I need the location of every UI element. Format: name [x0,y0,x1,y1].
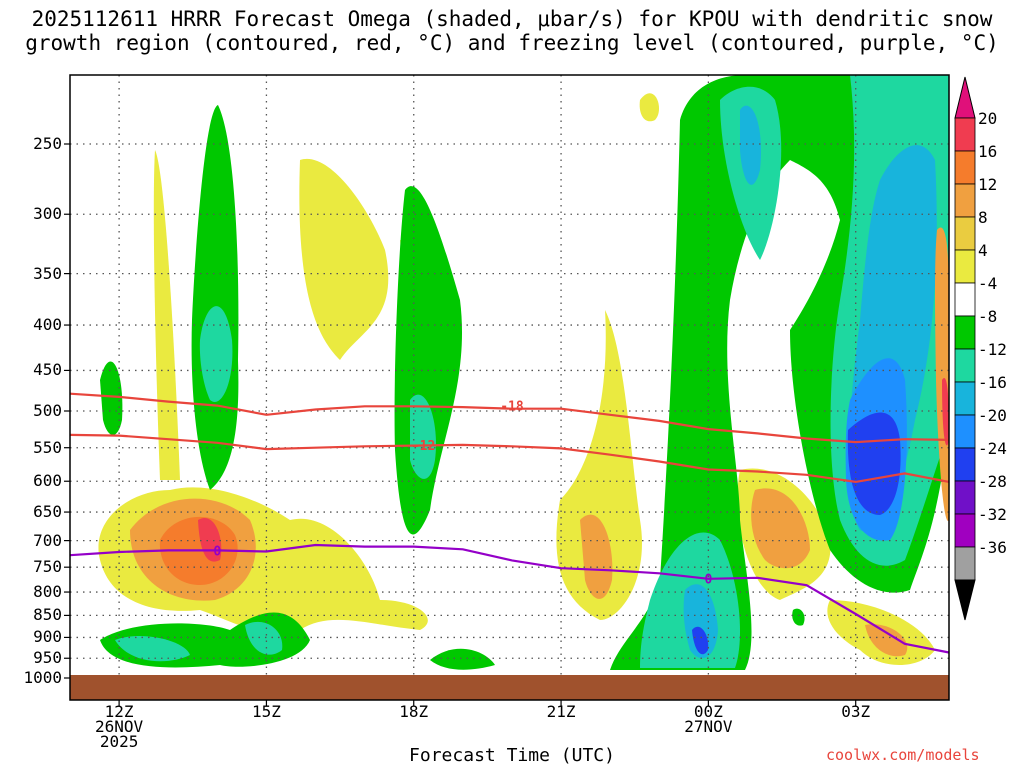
temperature-contours: -18 -12 0 0 [69,392,950,654]
watermark: coolwx.com/models [826,746,980,764]
omega-blob [865,624,908,657]
contour-label: -12 [412,439,435,454]
y-tick-label: 250 [33,134,62,153]
colorbar-swatch [954,183,976,218]
colorbar-tick-label: -12 [978,340,1007,359]
colorbar-tick-label: -16 [978,373,1007,392]
colorbar-swatch [954,513,976,548]
x-tick-label: 12Z [104,702,134,721]
omega-blob [580,514,613,599]
x-tick-sublabel: 27NOV [684,717,733,736]
dgz-upper-contour [69,392,950,444]
y-tick-label: 900 [33,627,62,647]
omega-blob [191,105,239,490]
contour-label: -18 [500,400,524,415]
omega-blob [410,394,436,479]
omega-blob [639,93,660,122]
y-tick-label: 950 [33,648,62,668]
colorbar-swatch [954,480,976,515]
omega-blob [115,635,190,662]
chart-title-line2: growth region (contoured, red, °C) and f… [25,31,999,55]
y-tick-label: 800 [33,582,62,602]
y-tick-label: 600 [33,471,62,491]
y-tick-label: 650 [33,502,62,522]
colorbar-tick-label: 4 [978,241,988,260]
x-tick-label: 18Z [399,702,429,721]
colorbar-tick-label: 20 [978,109,998,128]
omega-blob [935,227,949,521]
colorbar-swatch [954,348,976,383]
y-tick-label: 550 [33,437,62,457]
omega-blob [556,310,642,620]
plot-axes [64,74,950,706]
colorbar-swatch [954,282,976,317]
x-tick-label: 03Z [841,702,871,721]
omega-blob [692,626,709,655]
colorbar-swatch [954,150,976,185]
colorbar-tick-label: -4 [978,274,998,293]
y-tick-label: 350 [33,263,62,283]
colorbar-tick-label: -32 [978,505,1007,524]
colorbar-swatch [954,117,976,152]
x-tick-label: 15Z [251,702,281,721]
ground-surface [70,675,949,700]
colorbar-tick-label: 8 [978,208,988,227]
grid-lines [70,75,949,700]
omega-blob [430,648,495,670]
omega-blob [394,186,463,535]
y-tick-label: 1000 [23,668,62,687]
omega-blob [683,584,718,659]
omega-blob [299,158,389,360]
colorbar-tick-label: 16 [978,142,998,161]
colorbar-swatch [954,381,976,416]
ground-bar [70,675,949,700]
colorbar-swatch [954,546,976,581]
omega-blob [100,361,123,435]
freezing-level-contour [69,543,950,654]
omega-blob [792,608,805,626]
colorbar-tick-label: 12 [978,175,998,194]
y-tick-label: 500 [33,401,62,420]
omega-blob [153,150,180,480]
colorbar-top-arrow [954,76,976,119]
colorbar-bottom-arrow [954,579,976,621]
dgz-lower-contour [69,433,950,484]
y-tick-label: 400 [33,315,62,335]
y-tick-label: 700 [33,530,62,550]
y-tick-label: 850 [33,605,62,625]
omega-blob [942,378,949,446]
x-tick-sublabel: 2025 [99,732,139,751]
colorbar-swatch [954,447,976,482]
omega-blob [751,488,810,569]
colorbar-swatch [954,249,976,284]
x-axis-title: Forecast Time (UTC) [409,745,615,766]
x-tick-label: 00Z [693,702,723,721]
plot-frame [69,74,950,701]
y-tick-label: 450 [33,360,62,380]
chart-title-line1: 2025112611 HRRR Forecast Omega (shaded, … [31,7,993,31]
x-tick-sublabel: 26NOV [95,717,144,736]
y-tick-label: 750 [33,557,62,577]
colorbar-tick-label: -8 [978,307,998,326]
omega-blob [199,306,233,402]
colorbar-tick-label: -36 [978,538,1007,557]
omega-blob [740,105,761,185]
contour-label: 0 [704,572,712,587]
colorbar-swatch [954,414,976,449]
omega-shading [98,75,949,670]
colorbar-tick-label: -24 [978,439,1007,458]
colorbar-tick-label: -20 [978,406,1007,425]
colorbar-tick-label: -28 [978,472,1007,491]
colorbar-swatch [954,216,976,251]
colorbar-swatch [954,315,976,350]
y-tick-label: 300 [33,204,62,224]
contour-label: 0 [213,544,221,559]
omega-blob [847,412,901,515]
omega-blob [245,621,283,655]
omega-colorbar [954,76,976,621]
x-tick-label: 21Z [546,702,576,721]
